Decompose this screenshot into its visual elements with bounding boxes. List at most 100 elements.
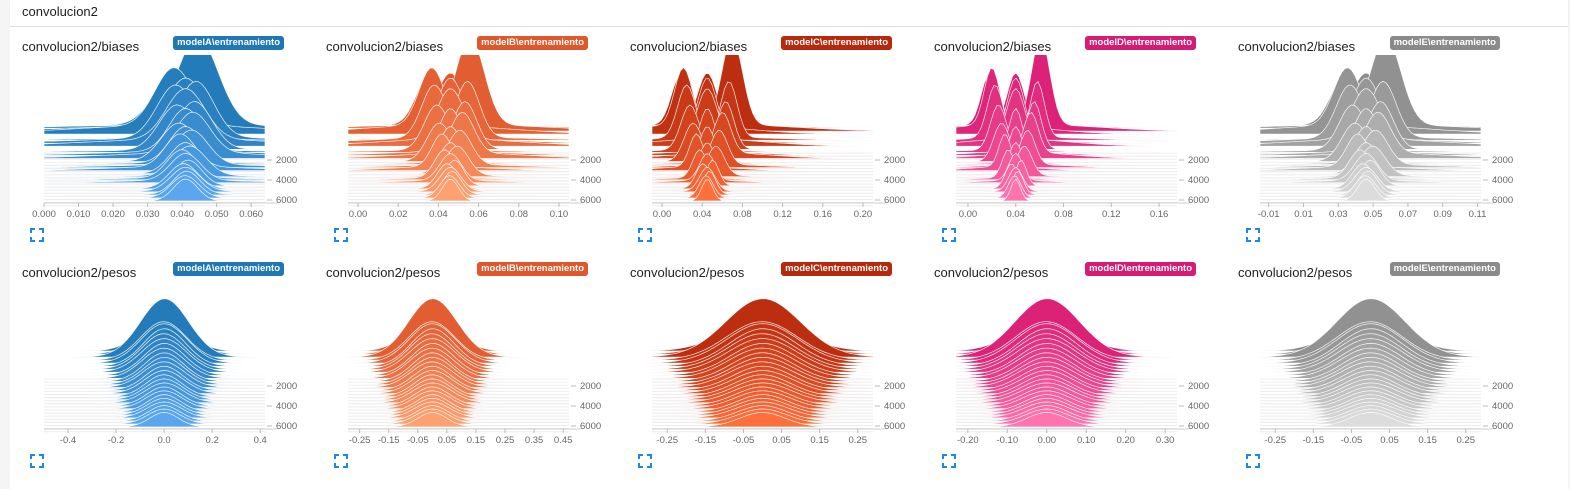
- y-tick-label: 6000: [884, 421, 905, 432]
- x-tick-label: 0.45: [554, 435, 573, 446]
- x-tick-label: 0.20: [854, 209, 873, 220]
- x-tick-label: 0.4: [254, 435, 267, 446]
- x-tick-label: 0.25: [849, 435, 868, 446]
- histogram-slice: [348, 412, 569, 428]
- x-tick-label: 0.06: [469, 209, 488, 220]
- histogram-slice: [956, 160, 1177, 187]
- y-tick-label: 2000: [1492, 155, 1513, 166]
- histogram-card: convolucion2/pesos modelC\entrenamiento -0…: [618, 253, 918, 473]
- y-tick-label: 6000: [276, 421, 297, 432]
- histogram-slice: [347, 390, 570, 410]
- x-tick-label: 0.05: [772, 435, 791, 446]
- x-tick-label: 0.04: [693, 209, 712, 220]
- x-tick-label: 0.060: [239, 209, 263, 220]
- x-tick-label: 0.08: [733, 209, 752, 220]
- x-tick-label: 0.0: [157, 435, 170, 446]
- category-header[interactable]: convolucion2: [10, 0, 1568, 27]
- histogram-slice: [348, 179, 569, 202]
- histogram-chart: 0.00 0.04 0.08 0.12 0.16 0.20 2000 4000 6000: [651, 55, 905, 220]
- x-tick-label: -0.2: [108, 435, 124, 446]
- card-title: convolucion2/pesos: [326, 265, 441, 280]
- card-title: convolucion2/biases: [22, 39, 140, 54]
- histogram-slice: [43, 104, 266, 153]
- histogram-slice: [956, 178, 1177, 202]
- y-tick-label: 4000: [884, 175, 905, 186]
- x-tick-label: -0.10: [996, 435, 1018, 446]
- x-tick-label: 0.12: [1102, 209, 1121, 220]
- histogram-card: convolucion2/biases modelC\entrenamiento 0…: [618, 27, 918, 247]
- x-tick-label: 0.30: [1156, 435, 1175, 446]
- x-tick-label: 0.16: [814, 209, 833, 220]
- x-tick-label: 0.15: [810, 435, 829, 446]
- histogram-card: convolucion2/pesos modelE\entrenamiento -0…: [1226, 253, 1526, 473]
- y-tick-label: 2000: [884, 155, 905, 166]
- x-tick-label: -0.15: [695, 435, 717, 446]
- histogram-card: convolucion2/biases modelB\entrenamiento 0…: [314, 27, 614, 247]
- y-tick-label: 2000: [1188, 155, 1209, 166]
- histogram-card: convolucion2/pesos modelD\entrenamiento -0…: [922, 253, 1222, 473]
- histogram-slice: [1260, 178, 1481, 202]
- y-tick-label: 6000: [580, 421, 601, 432]
- fullscreen-expand-icon[interactable]: [942, 454, 956, 468]
- histogram-chart: -0.20 -0.10 0.00 0.10 0.20 0.30 2000 4000 6000: [955, 298, 1209, 446]
- histogram-slice: [348, 394, 569, 413]
- run-badge: modelB\entrenamiento: [477, 36, 588, 50]
- y-tick-label: 6000: [1492, 421, 1513, 432]
- x-tick-label: -0.05: [1341, 435, 1363, 446]
- fullscreen-expand-icon[interactable]: [942, 228, 956, 242]
- x-tick-label: 0.15: [467, 435, 486, 446]
- histogram-slice: [347, 175, 570, 199]
- histogram-chart: 0.00 0.04 0.08 0.12 0.16 2000 4000 6000: [955, 55, 1209, 220]
- x-tick-label: 0.050: [205, 209, 229, 220]
- histogram-slice: [43, 133, 266, 171]
- x-tick-label: 0.010: [67, 209, 91, 220]
- x-tick-label: 0.08: [1054, 209, 1073, 220]
- fullscreen-expand-icon[interactable]: [638, 228, 652, 242]
- y-tick-label: 4000: [1188, 401, 1209, 412]
- x-tick-label: 0.01: [1294, 209, 1313, 220]
- fullscreen-expand-icon[interactable]: [638, 454, 652, 468]
- histogram-slice: [348, 352, 569, 382]
- fullscreen-expand-icon[interactable]: [1246, 228, 1260, 242]
- y-tick-label: 4000: [1492, 401, 1513, 412]
- histogram-slice: [347, 386, 570, 407]
- x-tick-label: 0.08: [510, 209, 529, 220]
- y-tick-label: 2000: [276, 155, 297, 166]
- run-badge: modelC\entrenamiento: [781, 262, 892, 276]
- histogram-slice: [43, 163, 266, 190]
- x-tick-label: 0.020: [101, 209, 125, 220]
- histogram-slice: [955, 408, 1178, 425]
- y-tick-label: 4000: [580, 175, 601, 186]
- histogram-slice: [955, 405, 1178, 422]
- card-title: convolucion2/pesos: [630, 265, 745, 280]
- x-tick-label: 0.000: [32, 209, 56, 220]
- x-tick-label: 0.20: [1116, 435, 1135, 446]
- y-tick-label: 6000: [1188, 195, 1209, 206]
- card-title: convolucion2/pesos: [1238, 265, 1353, 280]
- y-tick-label: 4000: [884, 401, 905, 412]
- y-tick-label: 2000: [1188, 381, 1209, 392]
- histogram-chart: 0.000 0.010 0.020 0.030 0.040 0.050 0.060 2000 4…: [32, 55, 297, 220]
- y-tick-label: 6000: [580, 195, 601, 206]
- histogram-card: convolucion2/biases modelE\entrenamiento -…: [1226, 27, 1526, 247]
- x-tick-label: -0.25: [349, 435, 371, 446]
- x-tick-label: -0.25: [1264, 435, 1286, 446]
- fullscreen-expand-icon[interactable]: [334, 228, 348, 242]
- histogram-slice: [347, 401, 570, 419]
- fullscreen-expand-icon[interactable]: [30, 454, 44, 468]
- histogram-slice: [347, 408, 570, 425]
- fullscreen-expand-icon[interactable]: [334, 454, 348, 468]
- fullscreen-expand-icon[interactable]: [30, 228, 44, 242]
- histogram-card: convolucion2/biases modelD\entrenamiento 0…: [922, 27, 1222, 247]
- histogram-slice: [955, 390, 1178, 410]
- histogram-slice: [43, 170, 266, 196]
- fullscreen-expand-icon[interactable]: [1246, 454, 1260, 468]
- card-title: convolucion2/biases: [630, 39, 748, 54]
- x-tick-label: 0.11: [1469, 209, 1487, 220]
- category-title: convolucion2: [22, 4, 98, 19]
- histogram-slice: [347, 378, 570, 400]
- histogram-slice: [44, 412, 265, 428]
- x-tick-label: 0.05: [438, 435, 457, 446]
- histogram-slice: [43, 166, 266, 193]
- histogram-chart: -0.25 -0.15 -0.05 0.05 0.15 0.25 2000 4000 6000: [1259, 298, 1513, 446]
